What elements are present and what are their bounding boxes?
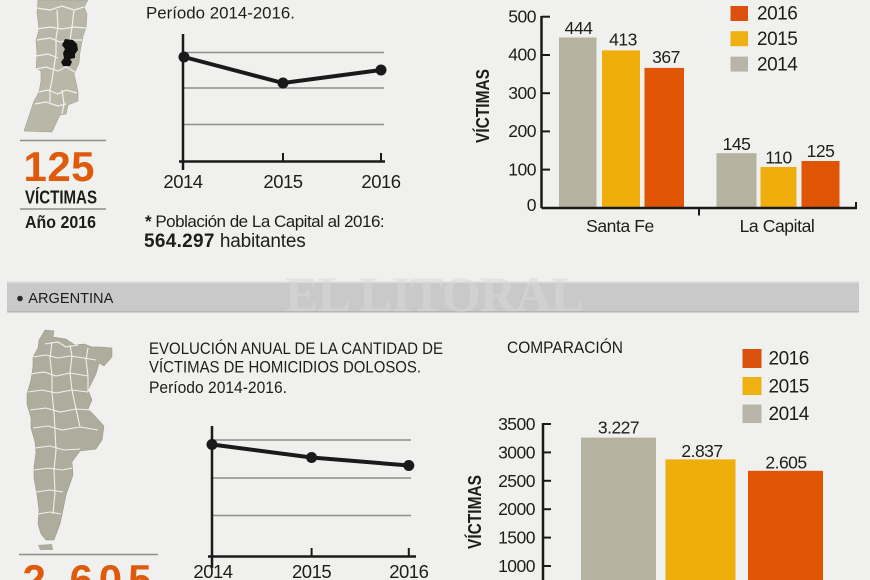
svg-text:ARGENTINA: ARGENTINA bbox=[28, 290, 113, 307]
svg-text:564.297 habitantes: 564.297 habitantes bbox=[144, 231, 306, 252]
svg-text:La Capital: La Capital bbox=[740, 216, 815, 236]
svg-text:300: 300 bbox=[508, 83, 536, 103]
svg-text:2016: 2016 bbox=[389, 561, 428, 580]
svg-text:3.227: 3.227 bbox=[598, 418, 639, 438]
svg-text:1500: 1500 bbox=[498, 528, 536, 548]
svg-text:125: 125 bbox=[807, 141, 835, 161]
svg-text:145: 145 bbox=[723, 134, 751, 154]
svg-text:Período 2014-2016.: Período 2014-2016. bbox=[149, 379, 287, 397]
svg-text:0: 0 bbox=[527, 195, 537, 215]
svg-text:VÍCTIMAS: VÍCTIMAS bbox=[472, 69, 493, 143]
svg-text:2015: 2015 bbox=[263, 171, 302, 192]
svg-text:2000: 2000 bbox=[498, 499, 536, 519]
svg-text:EVOLUCIÓN ANUAL DE LA CANTIDAD: EVOLUCIÓN ANUAL DE LA CANTIDAD DE bbox=[149, 339, 443, 358]
svg-text:2015: 2015 bbox=[292, 561, 331, 580]
svg-text:125: 125 bbox=[24, 143, 95, 190]
svg-text:* Población de La Capital al 2: * Población de La Capital al 2016: bbox=[145, 212, 384, 231]
svg-text:2016: 2016 bbox=[769, 349, 809, 370]
svg-text:2.837: 2.837 bbox=[681, 441, 722, 461]
svg-text:110: 110 bbox=[765, 148, 792, 168]
svg-text:400: 400 bbox=[508, 45, 536, 65]
svg-text:2500: 2500 bbox=[498, 471, 536, 491]
svg-text:Año 2016: Año 2016 bbox=[25, 212, 96, 232]
svg-text:2015: 2015 bbox=[757, 29, 797, 50]
svg-text:2.605: 2.605 bbox=[23, 556, 152, 580]
svg-text:EL LITORAL: EL LITORAL bbox=[285, 266, 585, 322]
svg-text:2014: 2014 bbox=[757, 55, 798, 76]
svg-text:2.605: 2.605 bbox=[765, 453, 806, 473]
svg-text:Período 2014-2016.: Período 2014-2016. bbox=[146, 4, 295, 23]
svg-text:2014: 2014 bbox=[163, 171, 202, 192]
svg-text:VÍCTIMAS: VÍCTIMAS bbox=[25, 187, 97, 208]
svg-text:444: 444 bbox=[565, 18, 593, 38]
svg-text:COMPARACIÓN: COMPARACIÓN bbox=[507, 338, 623, 357]
svg-text:2016: 2016 bbox=[757, 4, 797, 25]
svg-text:VÍCTIMAS DE HOMICIDIOS DOLOSOS: VÍCTIMAS DE HOMICIDIOS DOLOSOS. bbox=[149, 358, 421, 377]
svg-text:Santa Fe: Santa Fe bbox=[586, 216, 654, 236]
svg-text:VÍCTIMAS: VÍCTIMAS bbox=[464, 475, 485, 549]
svg-text:500: 500 bbox=[508, 7, 536, 27]
svg-text:413: 413 bbox=[609, 30, 637, 50]
svg-text:2015: 2015 bbox=[769, 377, 809, 398]
svg-text:3500: 3500 bbox=[498, 414, 536, 434]
svg-text:100: 100 bbox=[508, 160, 536, 180]
svg-text:2016: 2016 bbox=[361, 171, 400, 192]
svg-text:1000: 1000 bbox=[498, 556, 536, 576]
svg-text:3000: 3000 bbox=[498, 442, 536, 462]
svg-text:200: 200 bbox=[508, 121, 536, 141]
svg-text:2014: 2014 bbox=[769, 404, 810, 425]
svg-text:2014: 2014 bbox=[193, 561, 232, 580]
svg-text:367: 367 bbox=[652, 47, 680, 67]
